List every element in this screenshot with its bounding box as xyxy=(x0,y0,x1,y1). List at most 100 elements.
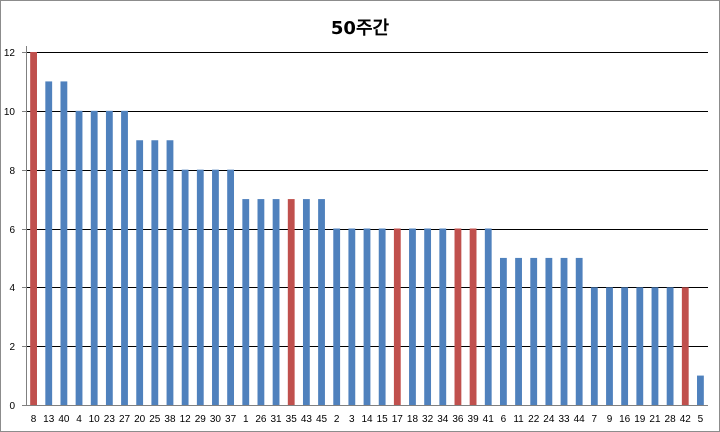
x-tick-label: 41 xyxy=(483,414,495,425)
y-tick-label: 4 xyxy=(9,283,15,294)
bar-10 xyxy=(90,110,98,405)
y-tick-label: 6 xyxy=(9,225,15,236)
y-tick-label: 8 xyxy=(9,166,15,177)
y-tick-label: 2 xyxy=(9,342,15,353)
bar-11 xyxy=(515,257,522,405)
bar-34 xyxy=(439,228,447,405)
x-tick-label: 38 xyxy=(164,414,176,425)
x-tick-label: 40 xyxy=(58,414,70,425)
bar-28 xyxy=(666,287,674,405)
bar-23 xyxy=(105,110,113,405)
bar-14 xyxy=(363,228,371,405)
bar-6 xyxy=(499,257,507,405)
bar-19 xyxy=(636,287,644,405)
x-tick-label: 26 xyxy=(255,414,267,425)
bar-20 xyxy=(136,140,144,405)
x-tick-label: 23 xyxy=(104,414,116,425)
bar-43 xyxy=(302,199,310,405)
bar-9 xyxy=(606,287,613,405)
bar-21 xyxy=(651,287,659,405)
x-tick-label: 43 xyxy=(301,414,313,425)
y-tick-label: 0 xyxy=(9,401,15,412)
x-tick-label: 9 xyxy=(607,414,613,425)
bar-40 xyxy=(60,81,68,406)
bar-44 xyxy=(575,257,583,405)
x-tick-label: 14 xyxy=(361,414,373,425)
bar-3 xyxy=(348,228,356,405)
x-tick-label: 11 xyxy=(513,414,524,425)
x-tick-label: 15 xyxy=(377,414,389,425)
bar-30 xyxy=(212,169,219,405)
x-tick-label: 10 xyxy=(89,414,101,425)
bar-31 xyxy=(272,199,280,405)
axes xyxy=(22,46,708,406)
x-tick-label: 35 xyxy=(286,414,298,425)
bar-22 xyxy=(530,257,538,405)
x-tick-label: 25 xyxy=(149,414,161,425)
bar-25 xyxy=(151,140,159,405)
x-tick-label: 29 xyxy=(195,414,207,425)
y-tick-labels: 0 2 4 6 8 10 12 xyxy=(4,48,16,412)
x-tick-labels: 8 13 40 4 10 23 27 20 25 38 12 29 30 37 1 26 31 35 43 45 2 3 1… xyxy=(31,414,704,425)
x-tick-label: 42 xyxy=(680,414,692,425)
bar-16 xyxy=(621,287,629,405)
x-tick-label: 7 xyxy=(592,414,598,425)
x-tick-label: 44 xyxy=(574,414,586,425)
x-tick-label: 45 xyxy=(316,414,328,425)
x-tick-label: 5 xyxy=(698,414,704,425)
bar-17 xyxy=(393,228,401,405)
y-tick-label: 12 xyxy=(4,48,16,59)
x-tick-label: 24 xyxy=(543,414,555,425)
x-tick-label: 36 xyxy=(452,414,464,425)
bar-27 xyxy=(121,110,128,405)
x-tick-label: 31 xyxy=(271,414,283,425)
bar-7 xyxy=(590,287,598,405)
bar-29 xyxy=(196,169,204,405)
bar-1 xyxy=(242,199,250,405)
y-tick-label: 10 xyxy=(4,107,16,118)
bar-5 xyxy=(697,375,704,405)
bar-4 xyxy=(75,110,83,405)
bar-13 xyxy=(45,81,53,406)
chart-title: 50주간 xyxy=(330,18,390,39)
x-tick-label: 30 xyxy=(210,414,222,425)
bar-26 xyxy=(257,199,265,405)
bar-18 xyxy=(409,228,416,405)
x-tick-label: 3 xyxy=(349,414,355,425)
x-tick-label: 28 xyxy=(665,414,677,425)
x-tick-label: 32 xyxy=(422,414,434,425)
x-tick-label: 18 xyxy=(407,414,419,425)
x-tick-label: 34 xyxy=(437,414,449,425)
x-tick-label: 19 xyxy=(634,414,646,425)
bar-36 xyxy=(454,228,462,405)
bar-38 xyxy=(166,140,174,405)
bar-39 xyxy=(469,228,477,405)
bar-32 xyxy=(424,228,432,405)
x-tick-label: 13 xyxy=(43,414,55,425)
x-tick-label: 6 xyxy=(501,414,507,425)
bar-37 xyxy=(227,169,235,405)
x-tick-label: 22 xyxy=(528,414,540,425)
bar-8 xyxy=(30,52,37,405)
x-tick-label: 20 xyxy=(134,414,146,425)
bar-15 xyxy=(378,228,386,405)
x-tick-label: 4 xyxy=(76,414,82,425)
bar-24 xyxy=(545,257,553,405)
x-tick-label: 8 xyxy=(31,414,37,425)
bar-41 xyxy=(484,228,492,405)
x-tick-label: 12 xyxy=(180,414,192,425)
x-tick-label: 17 xyxy=(392,414,404,425)
bar-33 xyxy=(560,257,568,405)
x-tick-label: 33 xyxy=(558,414,570,425)
x-tick-label: 16 xyxy=(619,414,631,425)
bar-42 xyxy=(681,287,689,405)
bars xyxy=(30,52,704,406)
bar-45 xyxy=(318,199,325,405)
x-tick-label: 2 xyxy=(334,414,340,425)
x-tick-label: 27 xyxy=(119,414,131,425)
x-tick-label: 37 xyxy=(225,414,237,425)
bar-12 xyxy=(181,169,189,405)
bar-2 xyxy=(333,228,341,405)
